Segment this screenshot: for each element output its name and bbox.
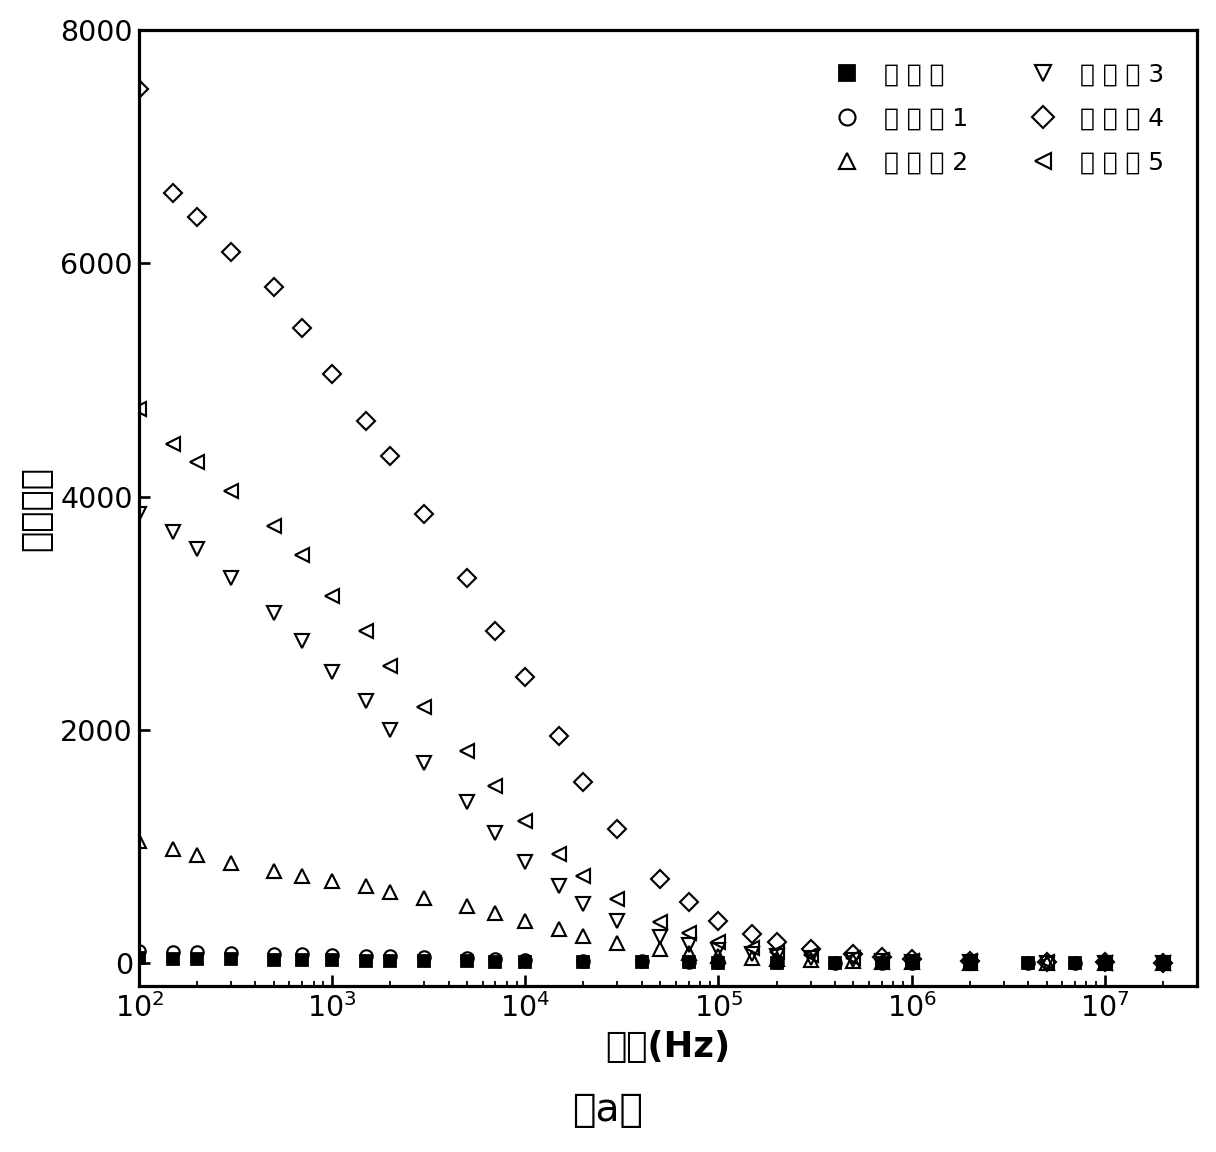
Y-axis label: 介电常数: 介电常数 (19, 465, 54, 551)
Legend: 对 比 例, 实 施 例 1, 实 施 例 2, 实 施 例 3, 实 施 例 4, 实 施 例 5: 对 比 例, 实 施 例 1, 实 施 例 2, 实 施 例 3, 实 施 例 … (803, 43, 1184, 195)
Text: （a）: （a） (573, 1091, 643, 1129)
X-axis label: 频率(Hz): 频率(Hz) (606, 1030, 731, 1063)
